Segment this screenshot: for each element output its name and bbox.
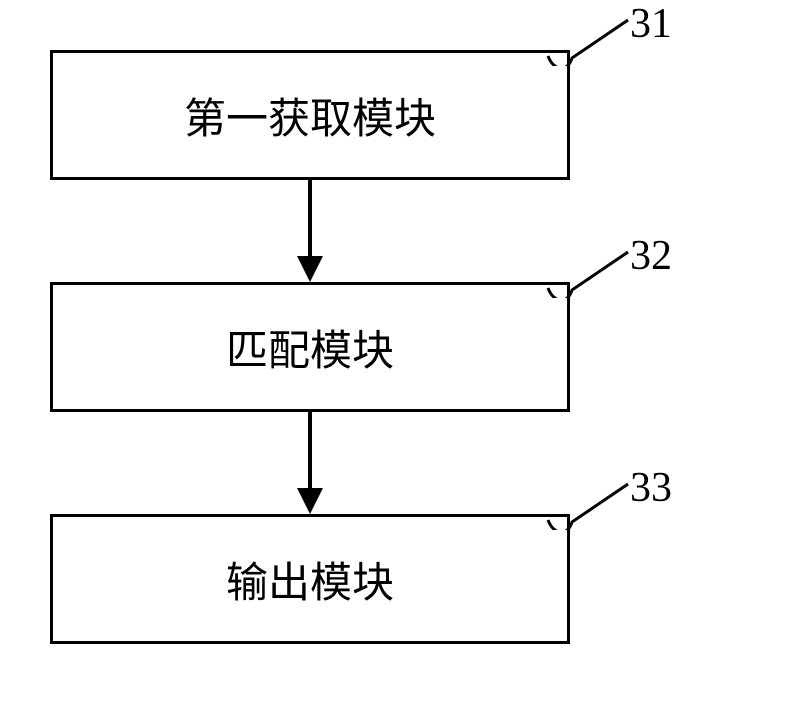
node-label-n3: 输出模块	[226, 549, 394, 610]
node-label-n2: 匹配模块	[226, 317, 394, 378]
arrow-n2-n3	[295, 412, 325, 514]
diagram-canvas: 第一获取模块 31 匹配模块 32 输出模块 33	[0, 0, 796, 711]
ref-label-n2: 32	[630, 232, 672, 280]
node-n1: 第一获取模块	[50, 50, 570, 180]
arrow-n1-n2	[295, 180, 325, 282]
ref-curve-n3	[538, 474, 638, 530]
ref-curve-n2	[538, 242, 638, 298]
node-label-n1: 第一获取模块	[184, 85, 436, 146]
ref-label-n1: 31	[630, 0, 672, 48]
ref-label-n3: 33	[630, 464, 672, 512]
ref-curve-n1	[538, 10, 638, 66]
node-n3: 输出模块	[50, 514, 570, 644]
node-n2: 匹配模块	[50, 282, 570, 412]
